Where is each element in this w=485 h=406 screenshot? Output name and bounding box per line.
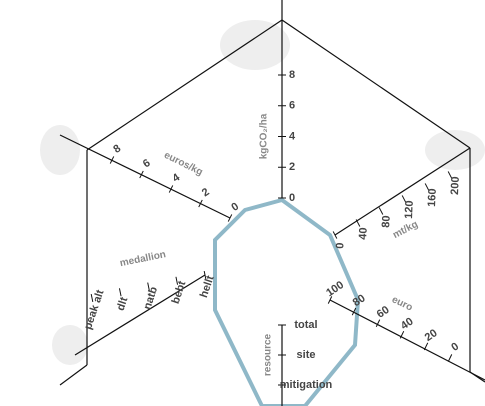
tick-label: 160 bbox=[426, 188, 439, 207]
tick-mark bbox=[399, 330, 405, 339]
tick-label: 80 bbox=[380, 215, 393, 228]
tick-label: 40 bbox=[399, 316, 416, 333]
tick-label: 0 bbox=[229, 200, 241, 213]
tick-mark bbox=[327, 296, 333, 304]
tick-mark bbox=[447, 354, 453, 362]
tick-label: 2 bbox=[289, 161, 295, 173]
axis-label: resource bbox=[263, 333, 274, 376]
profile-polygon bbox=[213, 197, 361, 406]
tick-mark bbox=[424, 183, 430, 191]
tick-label: natb bbox=[141, 285, 160, 311]
tick-mark bbox=[168, 185, 174, 193]
tick-label: 200 bbox=[449, 176, 462, 195]
tick-label: 0 bbox=[289, 192, 295, 204]
tick-label: 40 bbox=[357, 227, 370, 240]
tick-label: 8 bbox=[111, 142, 123, 155]
tick-label: 120 bbox=[403, 200, 416, 219]
tick-mark bbox=[227, 214, 233, 222]
axis-label: medallion bbox=[119, 249, 167, 269]
tick-mark bbox=[401, 195, 407, 203]
tick-mark bbox=[147, 282, 150, 291]
tick-label: 0 bbox=[449, 340, 461, 353]
axis-line bbox=[74, 274, 206, 356]
axis-line bbox=[59, 134, 231, 219]
tick-mark bbox=[447, 171, 453, 179]
tick-mark bbox=[378, 207, 384, 215]
tick-mark bbox=[203, 270, 207, 280]
background-blobs bbox=[40, 20, 485, 365]
axis-line bbox=[334, 147, 471, 236]
tick-mark bbox=[90, 293, 94, 303]
tick-label: 0 bbox=[334, 242, 346, 249]
axis-label: mt/kg bbox=[391, 219, 420, 241]
tick-mark bbox=[198, 199, 203, 208]
tick-label: dlt bbox=[115, 295, 131, 312]
tick-mark bbox=[332, 231, 338, 239]
tick-label: bebt bbox=[170, 279, 189, 305]
axis-line bbox=[329, 299, 485, 381]
tick-mark bbox=[351, 307, 357, 316]
axis-label: euros/kg bbox=[162, 150, 204, 178]
tick-label: 6 bbox=[289, 100, 295, 112]
axis-label: kgCO₂/ha bbox=[259, 113, 270, 159]
tick-label: peak alt bbox=[82, 288, 106, 331]
tick-label: 100 bbox=[324, 279, 346, 299]
tick-label: 60 bbox=[375, 304, 392, 321]
axes: 02468kgCO₂/ha04080120160200mt/kg10080604… bbox=[59, 0, 485, 406]
tick-label: 4 bbox=[289, 130, 296, 142]
tick-label: total bbox=[294, 319, 317, 331]
tick-label: 2 bbox=[200, 186, 212, 199]
tick-label: mitigation bbox=[280, 379, 333, 391]
tick-mark bbox=[118, 288, 122, 297]
tick-mark bbox=[109, 156, 115, 164]
tick-label: site bbox=[297, 349, 316, 361]
tick-mark bbox=[139, 170, 144, 179]
tick-mark bbox=[423, 342, 429, 351]
tick-mark bbox=[175, 276, 179, 285]
tick-label: 80 bbox=[351, 292, 368, 309]
axis-label: euro bbox=[390, 294, 414, 313]
tick-mark bbox=[375, 319, 381, 328]
tick-label: 4 bbox=[170, 171, 182, 185]
tick-label: 20 bbox=[423, 327, 440, 344]
tick-mark bbox=[355, 219, 361, 227]
tick-label: 6 bbox=[141, 157, 153, 170]
tick-label: 8 bbox=[289, 69, 295, 81]
